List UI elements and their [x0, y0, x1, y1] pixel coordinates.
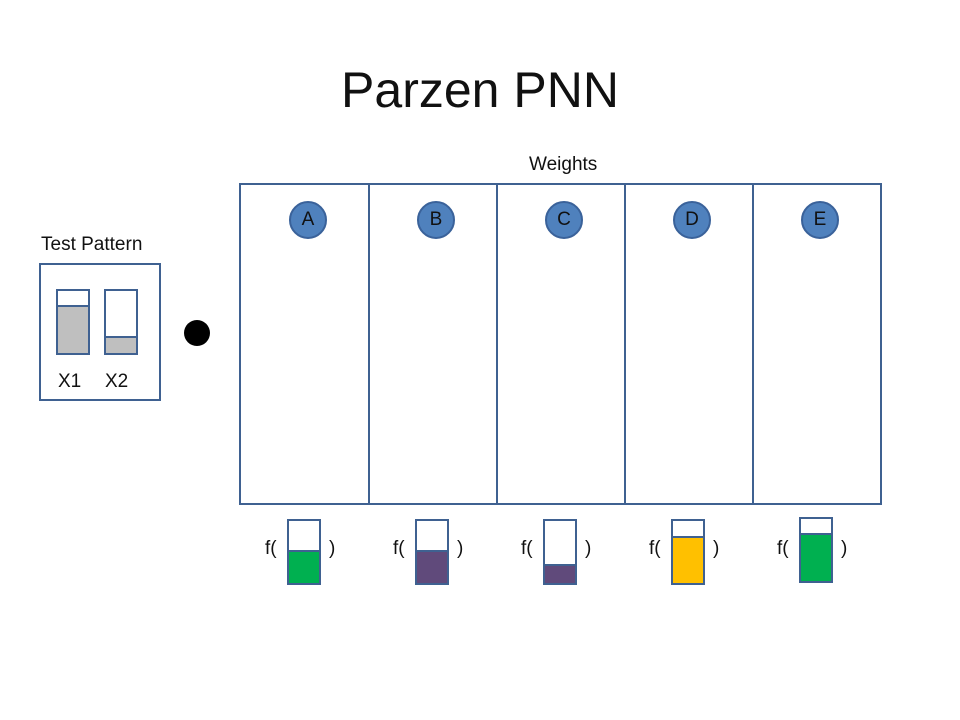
output-bar-b	[415, 519, 449, 585]
output-close-paren: )	[713, 538, 720, 559]
output-close-paren: )	[841, 538, 848, 559]
weight-node-d: D	[673, 201, 711, 239]
output-bar-d-fill	[673, 535, 703, 583]
weights-divider	[624, 185, 626, 503]
weight-node-c: C	[545, 201, 583, 239]
input-bar-x2	[104, 289, 138, 355]
weights-divider	[752, 185, 754, 503]
output-bar-e	[799, 517, 833, 583]
input-label-x2: X2	[105, 371, 129, 392]
output-close-paren: )	[329, 538, 336, 559]
output-open-paren: f(	[777, 538, 789, 559]
output-bar-c-fill	[545, 563, 575, 583]
output-close-paren: )	[457, 538, 464, 559]
weights-label: Weights	[529, 154, 598, 175]
input-bar-x2-fill	[106, 335, 136, 353]
output-bar-b-fill	[417, 550, 447, 583]
weights-box: A B C D E	[239, 183, 882, 505]
output-bar-c	[543, 519, 577, 585]
page-title: Parzen PNN	[341, 62, 619, 118]
weight-node-e: E	[801, 201, 839, 239]
output-close-paren: )	[585, 538, 592, 559]
input-bar-x1-fill	[58, 304, 88, 353]
output-open-paren: f(	[393, 538, 405, 559]
dot-product-operator	[184, 320, 210, 346]
output-bar-a-fill	[289, 550, 319, 583]
output-bar-a	[287, 519, 321, 585]
output-open-paren: f(	[649, 538, 661, 559]
input-bar-x1	[56, 289, 90, 355]
input-label-x1: X1	[58, 371, 82, 392]
output-bar-d	[671, 519, 705, 585]
weights-divider	[496, 185, 498, 503]
weight-node-a: A	[289, 201, 327, 239]
output-open-paren: f(	[521, 538, 533, 559]
weight-node-b: B	[417, 201, 455, 239]
test-pattern-label: Test Pattern	[41, 234, 143, 255]
weights-divider	[368, 185, 370, 503]
output-bar-e-fill	[801, 532, 831, 581]
test-pattern-box: X1 X2	[39, 263, 161, 401]
output-open-paren: f(	[265, 538, 277, 559]
